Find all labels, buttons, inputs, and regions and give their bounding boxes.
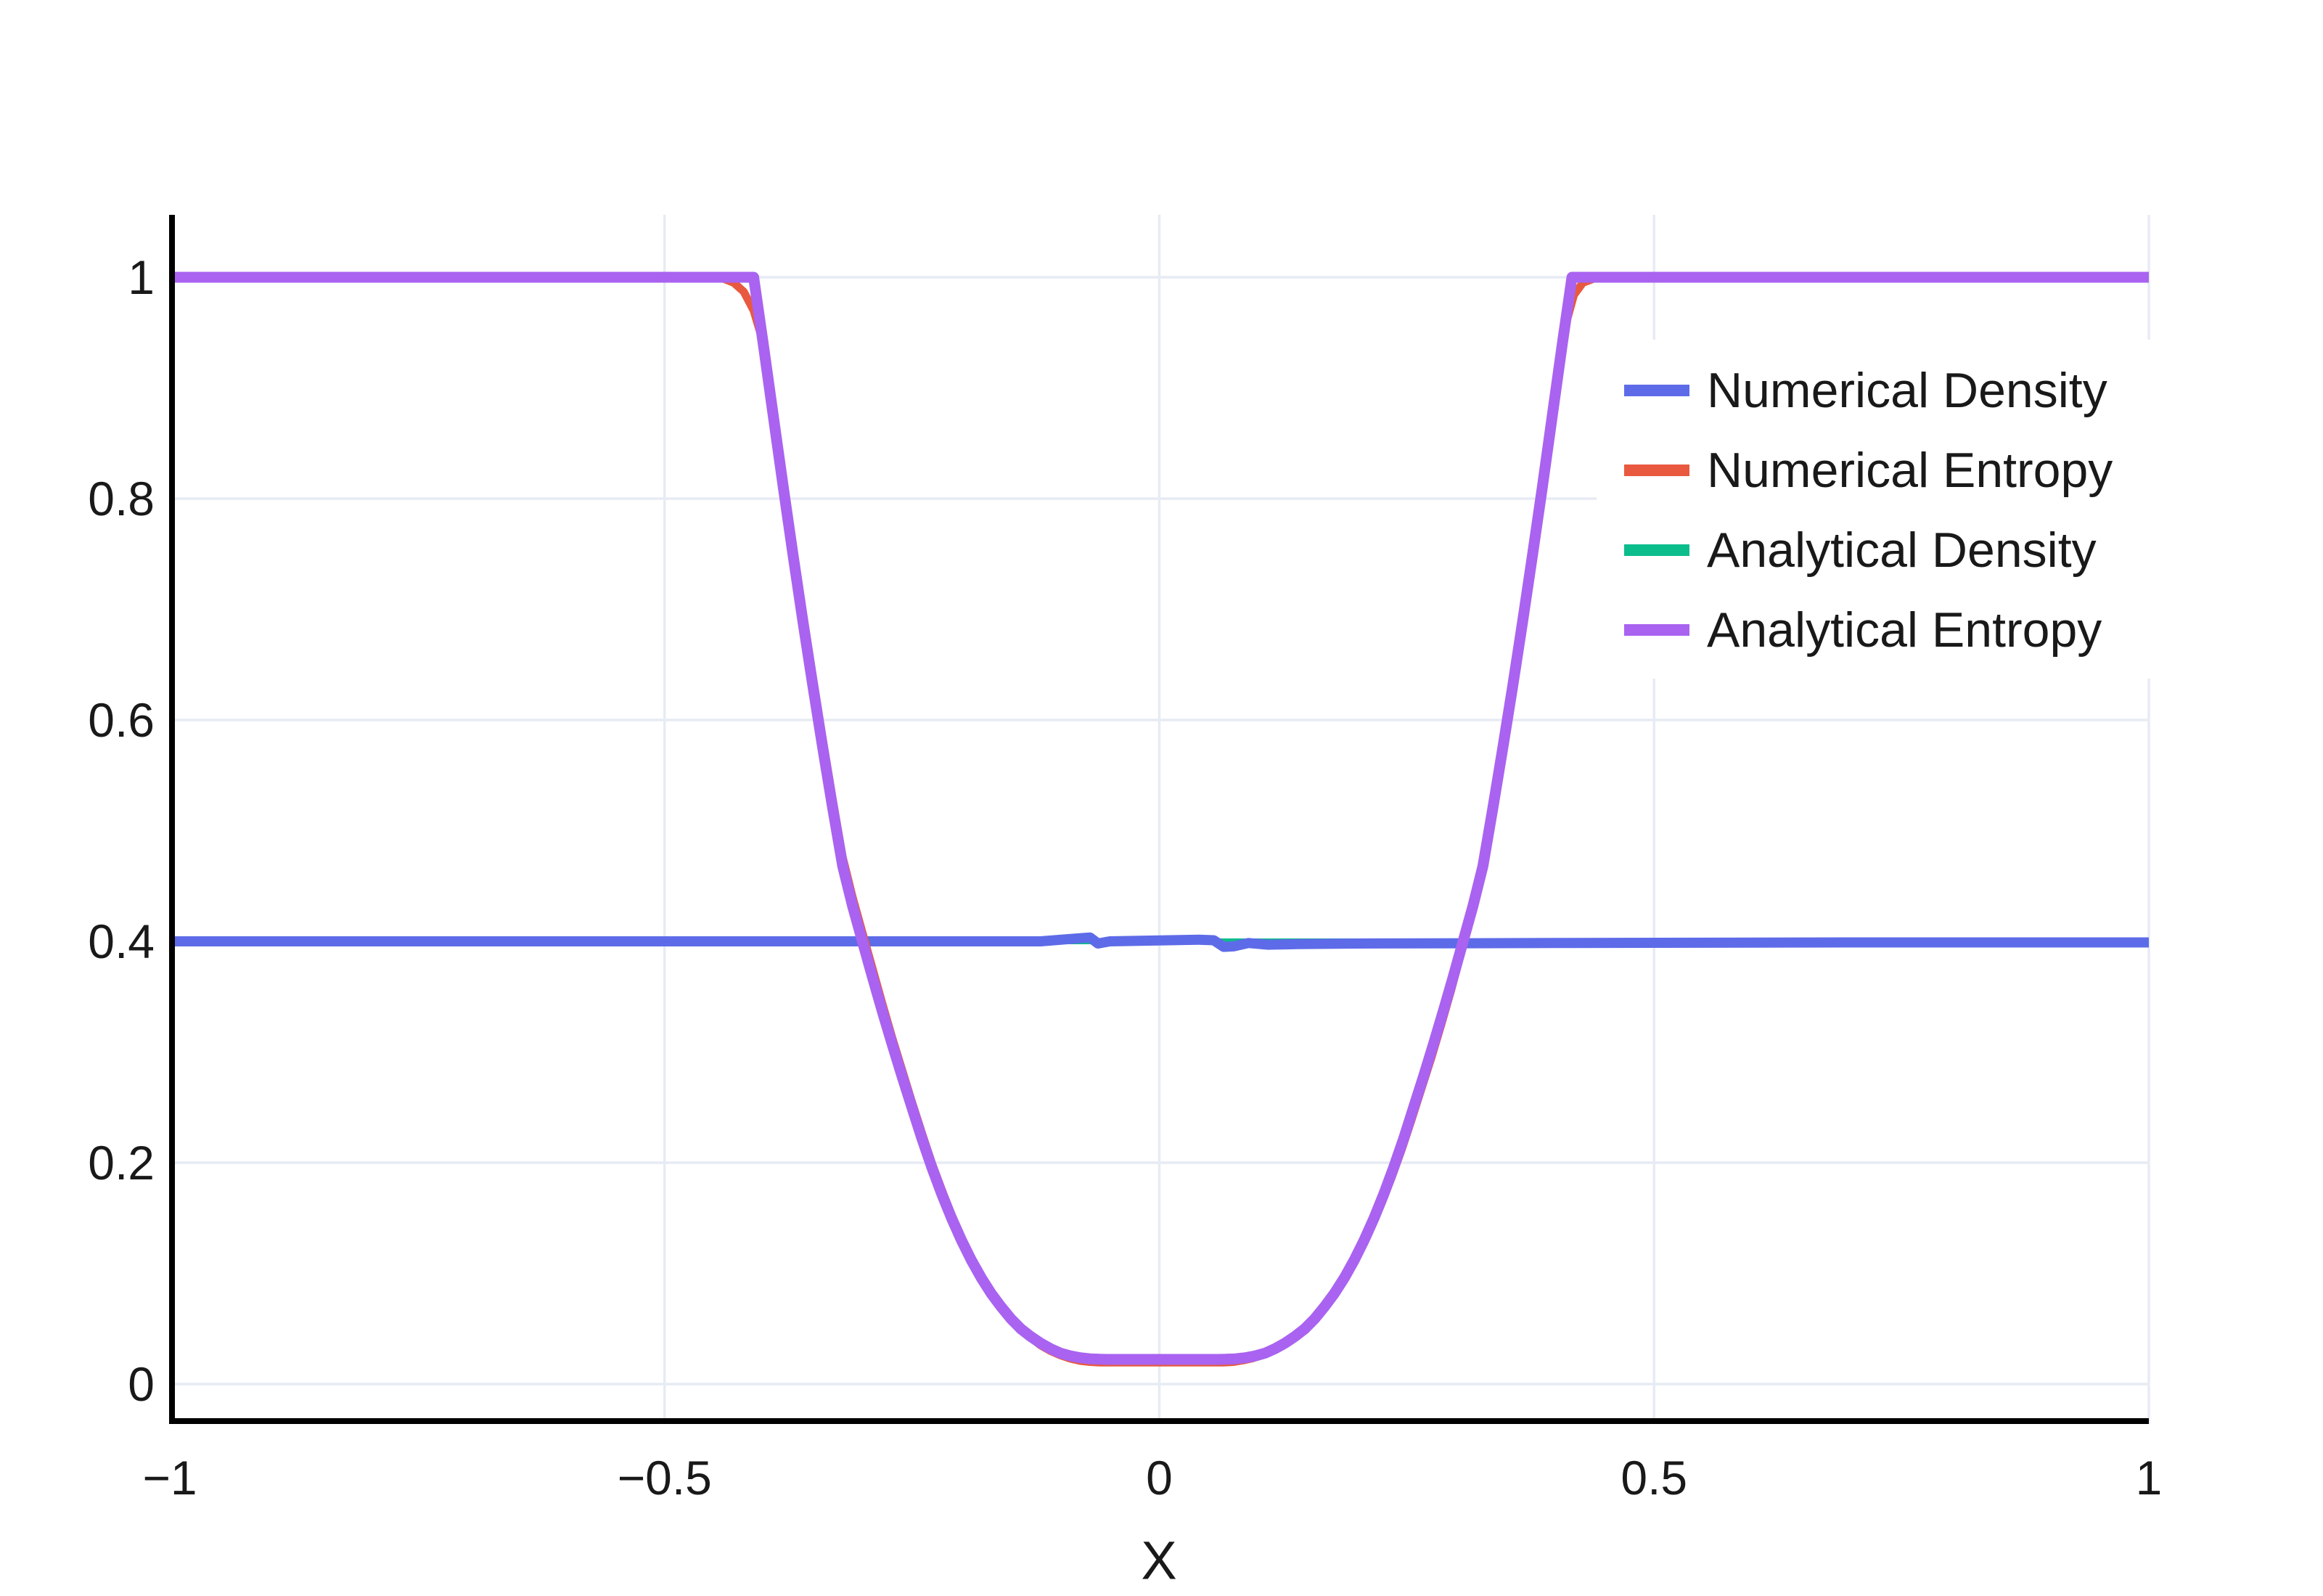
tick-labels: 0 0.2 0.4 0.6 0.8 1 −1 −0.5 0 0.5 1 (88, 250, 2162, 1505)
series-line-analytical-entropy (170, 271, 2149, 1365)
y-tick-label: 1 (128, 250, 155, 304)
legend-label: Analytical Density (1707, 523, 2097, 578)
axis-spines (169, 215, 2149, 1424)
y-tick-label: 0.2 (88, 1136, 155, 1190)
x-tick-label: −0.5 (618, 1451, 712, 1505)
legend-label: Analytical Entropy (1707, 602, 2102, 658)
x-tick-label: −1 (142, 1451, 197, 1505)
legend-label: Numerical Density (1707, 363, 2107, 418)
x-axis-title: X (1141, 1531, 1176, 1591)
y-tick-label: 0 (128, 1357, 155, 1411)
legend: Numerical Density Numerical Entropy Analyt… (1624, 363, 2113, 658)
x-tick-label: 0 (1146, 1451, 1173, 1505)
legend-label: Numerical Entropy (1707, 443, 2113, 498)
series-line-numerical-density (170, 932, 2149, 952)
legend-backdrop (1597, 340, 2199, 679)
y-tick-label: 0.4 (88, 914, 155, 968)
y-tick-label: 0.6 (88, 693, 155, 747)
y-tick-label: 0.8 (88, 472, 155, 525)
legend-background (1597, 340, 2199, 679)
x-tick-label: 0.5 (1621, 1451, 1687, 1505)
x-tick-label: 1 (2136, 1451, 2163, 1505)
series-lines (170, 271, 2149, 1367)
